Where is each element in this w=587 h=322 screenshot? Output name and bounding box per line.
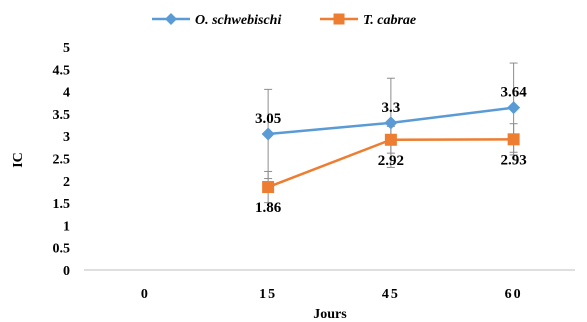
y-tick-label: 2 bbox=[63, 175, 70, 190]
x-tick-label: 15 bbox=[259, 287, 277, 302]
data-point-diamond bbox=[384, 116, 398, 130]
x-axis-title: Jours bbox=[313, 307, 347, 322]
data-label: 2.92 bbox=[378, 153, 404, 169]
x-tick-label: 0 bbox=[141, 287, 150, 302]
y-tick-label: 1.5 bbox=[53, 197, 71, 212]
legend: O. schwebischi T. cabrae bbox=[152, 13, 416, 28]
y-tick-label: 1 bbox=[63, 219, 70, 234]
y-tick-label: 5 bbox=[63, 41, 70, 56]
x-axis-ticks: 0 15 45 60 bbox=[141, 287, 523, 302]
legend-square-marker bbox=[333, 13, 345, 25]
data-point-square bbox=[507, 133, 520, 146]
data-point-diamond bbox=[261, 127, 275, 141]
error-bars bbox=[264, 62, 518, 204]
y-tick-label: 0.5 bbox=[53, 242, 71, 257]
y-tick-label: 4 bbox=[63, 86, 70, 101]
x-tick-label: 45 bbox=[382, 287, 400, 302]
y-tick-label: 2.5 bbox=[53, 153, 71, 168]
y-tick-label: 4.5 bbox=[53, 63, 71, 78]
data-label: 3.64 bbox=[501, 85, 528, 101]
data-label: 2.93 bbox=[501, 152, 527, 168]
y-tick-label: 3 bbox=[63, 130, 70, 145]
data-point-square bbox=[262, 181, 275, 194]
y-tick-label: 0 bbox=[63, 264, 70, 279]
data-labels: 3.05 3.3 3.64 1.86 2.92 2.93 bbox=[255, 85, 527, 216]
data-label: 3.3 bbox=[382, 100, 401, 116]
legend-diamond-marker bbox=[165, 13, 177, 25]
data-point-square bbox=[384, 133, 397, 146]
data-point-diamond bbox=[507, 101, 521, 115]
series-markers bbox=[261, 101, 521, 194]
y-tick-label: 3.5 bbox=[53, 108, 71, 123]
data-label: 3.05 bbox=[255, 111, 281, 127]
y-axis-title: IC bbox=[11, 152, 26, 168]
y-axis-ticks: 0 0.5 1 1.5 2 2.5 3 3.5 4 4.5 5 bbox=[53, 41, 71, 279]
x-tick-label: 60 bbox=[505, 287, 523, 302]
legend-entry: T. cabrae bbox=[363, 13, 416, 28]
legend-entry: O. schwebischi bbox=[195, 13, 281, 28]
data-label: 1.86 bbox=[255, 200, 282, 216]
